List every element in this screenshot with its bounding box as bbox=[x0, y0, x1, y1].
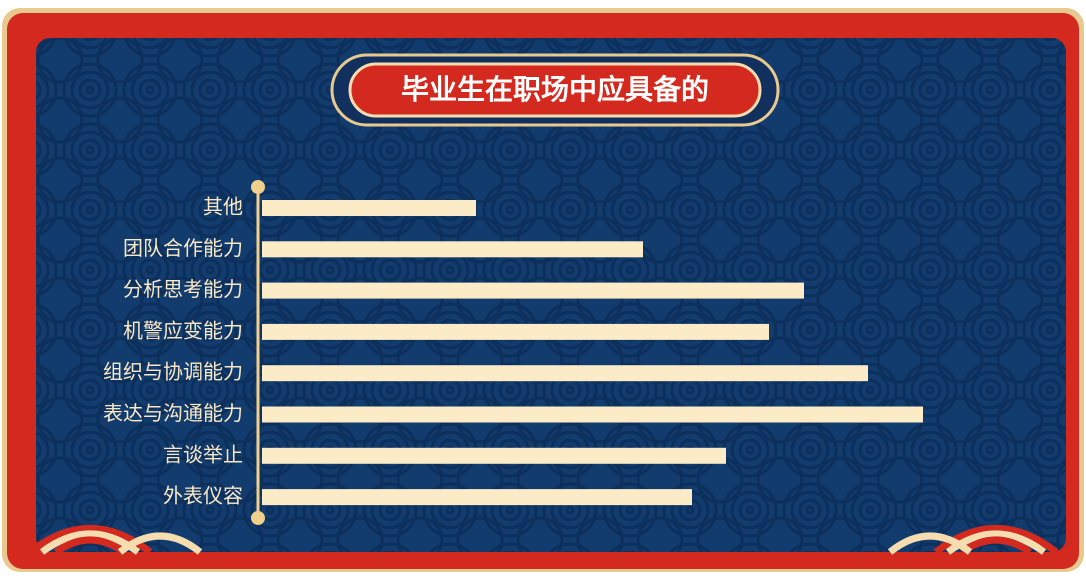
title-banner bbox=[330, 53, 780, 127]
category-label: 表达与沟通能力 bbox=[103, 401, 243, 425]
bar bbox=[262, 447, 726, 464]
bar bbox=[262, 241, 643, 258]
axis-line bbox=[251, 180, 265, 525]
bar bbox=[262, 406, 923, 423]
frame bbox=[2, 8, 1084, 572]
category-label: 团队合作能力 bbox=[123, 236, 243, 260]
bar bbox=[262, 282, 804, 299]
bar bbox=[262, 489, 692, 506]
category-label: 外表仪容 bbox=[163, 484, 243, 508]
category-label: 机警应变能力 bbox=[123, 318, 243, 342]
category-label: 言谈举止 bbox=[163, 442, 243, 466]
category-label: 组织与协调能力 bbox=[103, 360, 243, 384]
bar bbox=[262, 323, 769, 340]
bar bbox=[262, 200, 476, 216]
chart-title: 毕业生在职场中应具备的 bbox=[401, 73, 709, 106]
corner-waves bbox=[27, 525, 1059, 555]
category-label: 分析思考能力 bbox=[123, 277, 243, 301]
bar bbox=[262, 365, 868, 382]
category-label: 其他 bbox=[203, 195, 243, 219]
